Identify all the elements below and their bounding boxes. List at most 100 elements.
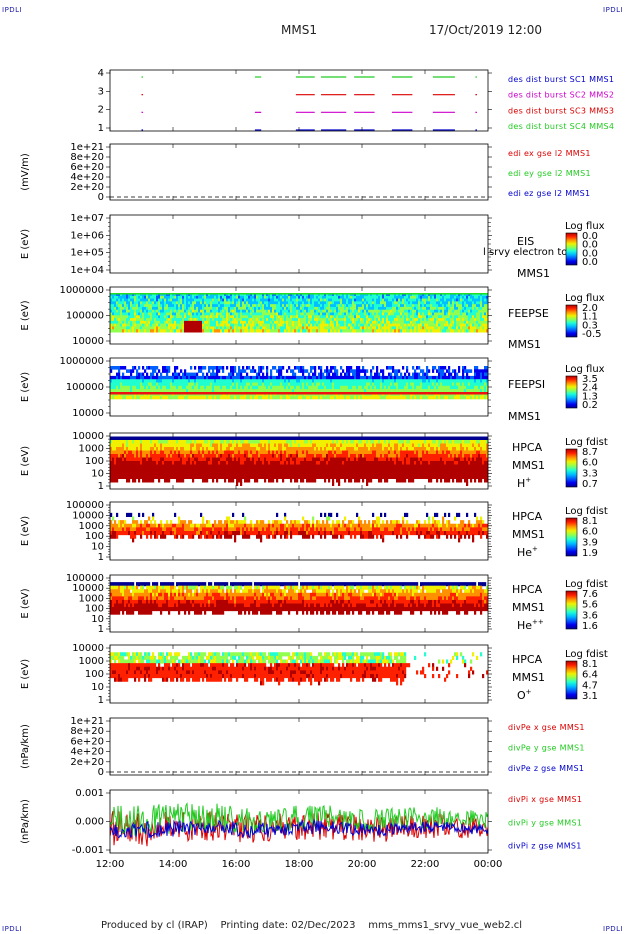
spectro-cell	[324, 301, 327, 305]
spectro-cell	[212, 315, 215, 319]
spectro-cell	[348, 318, 351, 322]
spectro-cell	[284, 382, 287, 387]
spectro-cell	[330, 301, 333, 305]
spectro-cell	[160, 395, 163, 400]
spectro-cell	[438, 304, 441, 308]
spectro-cell	[422, 293, 425, 295]
spectro-cell	[454, 312, 457, 316]
spectro-cell	[406, 379, 409, 383]
spectro-cell	[302, 375, 305, 380]
spectro-cell	[242, 385, 245, 390]
spectro-cell	[186, 318, 189, 322]
spectro-cell	[216, 298, 219, 302]
spectro-cell	[452, 389, 455, 393]
spectro-cell	[312, 323, 315, 327]
spectro-cell	[190, 315, 193, 319]
spectro-cell	[178, 295, 181, 300]
spectro-cell	[338, 293, 341, 295]
spectro-cell	[254, 385, 257, 390]
spectro-cell	[400, 298, 403, 302]
spectro-cell	[318, 385, 321, 390]
spectro-cell	[314, 295, 317, 300]
spectro-cell	[374, 323, 377, 327]
spectro-cell	[278, 301, 281, 305]
spectro-cell	[374, 375, 377, 380]
spectro-cell	[348, 293, 351, 297]
spectro-cell	[408, 326, 411, 330]
spectro-cell	[450, 315, 453, 319]
spectro-cell	[428, 320, 431, 325]
spectro-cell	[274, 318, 277, 322]
spectro-cell	[414, 293, 417, 295]
spectro-cell	[144, 309, 147, 313]
spectro-cell	[460, 315, 463, 319]
spectro-cell	[182, 293, 185, 295]
spectro-cell	[400, 372, 403, 377]
spectro-cell	[276, 293, 279, 295]
spectro-cell	[164, 304, 167, 308]
spectro-cell	[410, 315, 413, 319]
spectro-cell	[136, 323, 139, 327]
spectro-cell	[326, 366, 329, 370]
spectro-cell	[394, 369, 397, 373]
spectro-cell	[328, 320, 331, 325]
spectro-cell	[238, 306, 241, 311]
spectro-cell	[302, 304, 305, 308]
spectro-cell	[336, 301, 339, 305]
spectro-cell	[124, 304, 127, 308]
spectro-cell	[128, 312, 131, 316]
spectro-cell	[404, 372, 407, 377]
spectro-cell	[278, 395, 281, 400]
spectro-cell	[148, 293, 151, 295]
spectro-cell	[358, 301, 361, 305]
spectro-cell	[174, 306, 177, 311]
spectro-cell	[190, 301, 193, 305]
spectro-cell	[326, 329, 329, 333]
spectro-cell	[170, 392, 173, 395]
spectro-cell	[216, 312, 219, 316]
spectro-cell	[114, 304, 117, 308]
spectro-cell	[428, 318, 431, 322]
spectro-cell	[390, 379, 393, 383]
spectro-cell	[130, 315, 133, 319]
spectro-cell	[430, 389, 433, 393]
spectro-cell	[212, 304, 215, 308]
spectro-cell	[182, 312, 185, 316]
spectro-cell	[294, 309, 297, 313]
spectro-cell	[238, 326, 241, 330]
spectro-cell	[354, 304, 357, 308]
spectro-cell	[382, 389, 385, 393]
spectro-cell	[356, 369, 359, 373]
spectro-cell	[382, 382, 385, 387]
spectro-cell	[426, 293, 429, 297]
spectro-cell	[332, 312, 335, 316]
spectro-cell	[138, 375, 141, 380]
spectro-cell	[382, 379, 385, 383]
spectro-cell	[354, 293, 357, 295]
spectro-cell	[312, 320, 315, 325]
spectro-cell	[114, 375, 117, 380]
spectro-cell	[296, 379, 299, 383]
spectro-cell	[236, 329, 239, 333]
spectro-cell	[362, 312, 365, 316]
spectro-cell	[442, 318, 445, 322]
spectro-cell	[352, 315, 355, 319]
spectro-cell	[362, 320, 365, 325]
spectro-cell	[466, 379, 469, 383]
spectro-cell	[310, 375, 313, 380]
spectro-cell	[124, 395, 127, 400]
spectro-cell	[152, 298, 155, 302]
spectro-cell	[390, 318, 393, 322]
spectro-cell	[466, 323, 469, 327]
spectro-cell	[284, 295, 287, 300]
spectro-cell	[440, 389, 443, 393]
spectro-cell	[448, 306, 451, 311]
spectro-cell	[412, 379, 415, 383]
spectro-cell	[182, 375, 185, 380]
spectro-cell	[204, 301, 207, 305]
spectro-cell	[482, 379, 485, 383]
spectro-cell	[312, 301, 315, 305]
spectro-cell	[216, 366, 219, 370]
spectro-cell	[404, 298, 407, 302]
spectro-cell	[274, 326, 277, 330]
